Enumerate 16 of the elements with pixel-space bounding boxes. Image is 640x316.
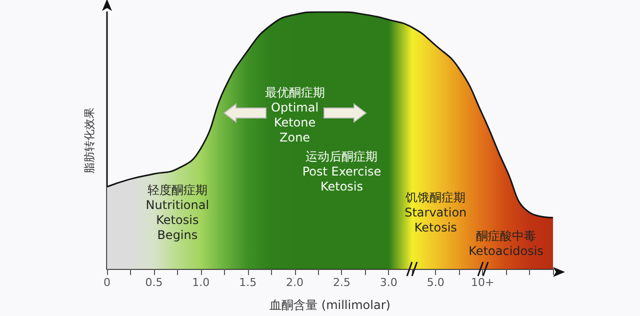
x-tick-label: 1.0: [192, 276, 210, 289]
x-tick-label: 3.0: [380, 276, 398, 289]
x-tick-label: 0.5: [145, 276, 163, 289]
annotation: 酮症酸中毒 Ketoacidosis: [468, 228, 544, 258]
x-axis-title: 血酮含量 (millimolar): [270, 298, 390, 312]
x-tick-label: 1.5: [239, 276, 257, 289]
annotation: 轻度酮症期 Nutritional Ketosis Begins: [146, 182, 210, 242]
annotation: 饥饿酮症期 Starvation Ketosis: [404, 190, 467, 234]
x-tick-label: 10+: [470, 276, 494, 289]
x-tick-label: 5.0: [426, 276, 444, 289]
y-axis-title: 脂肪转化效果: [83, 108, 96, 174]
x-tick-label: 2.0: [286, 276, 304, 289]
annotation: 运动后酮症期 Post Exercise Ketosis: [302, 149, 382, 194]
annotation: 最优酮症期 Optimal Ketone Zone: [264, 85, 325, 144]
x-tick-label: 0: [104, 276, 110, 289]
x-tick-label: 2.5: [332, 276, 350, 289]
